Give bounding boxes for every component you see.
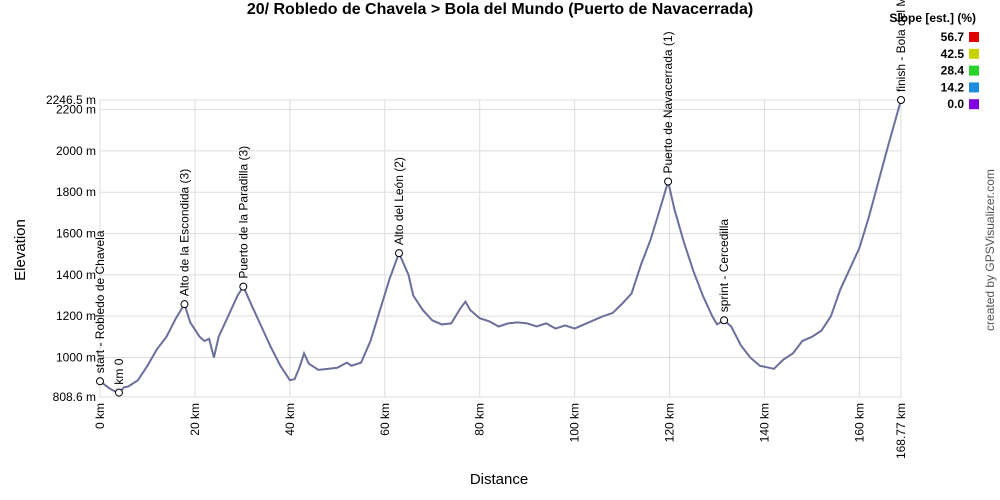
y-tick-label: 1200 m [56,309,96,323]
x-tick-label: 0 km [93,403,107,429]
x-tick-label: 140 km [757,403,771,442]
elevation-line [99,99,902,395]
legend-swatch [969,99,979,110]
legend-label: 14.2 [941,80,965,94]
waypoint-label: finish - Bola del Mundo [894,0,908,92]
y-tick-label: 1600 m [56,227,96,241]
x-axis-title: Distance [470,471,528,488]
x-tick-label: 120 km [663,403,677,442]
waypoint-marker [96,377,104,386]
legend-swatch [969,48,979,59]
waypoint-marker [239,282,248,291]
x-tick-label: 60 km [378,403,392,436]
credit: created by GPSVisualizer.com [983,169,997,331]
waypoint-marker [395,249,404,258]
waypoint-marker [897,96,905,104]
waypoint-marker [664,177,673,186]
legend-label: 0.0 [947,97,964,111]
legend-swatch [969,65,979,76]
y-tick-label: 808.6 m [53,390,96,404]
x-tick-label: 100 km [568,403,582,442]
y-tick-label: 1000 m [56,350,96,364]
waypoint-marker [180,300,189,309]
y-tick-label: 1400 m [56,268,96,282]
waypoint-label: start - Robledo de Chavela [93,230,107,373]
waypoint-label: sprint - Cercedilla [717,219,731,313]
x-tick-label: 160 km [852,403,866,442]
waypoint-label: Alto de la Escondida (3) [177,169,191,296]
x-tick-label: 20 km [188,403,202,436]
x-tick-label: 80 km [473,403,487,436]
y-tick-label: 2246.5 m [46,93,96,107]
x-tick-label: 168.77 km [894,403,908,459]
y-tick-label: 2000 m [56,144,96,158]
legend-swatch [969,32,979,42]
y-axis-title: Elevation [12,219,29,281]
legend-label: 56.7 [941,30,965,44]
waypoint-label: Alto del León (2) [392,157,406,245]
y-tick-label: 1800 m [56,185,96,199]
legend-swatch [969,82,979,93]
waypoint-marker [114,388,123,397]
waypoint-label: Puerto de la Paradilla (3) [236,146,250,279]
x-tick-label: 40 km [283,403,297,436]
chart-title: 20/ Robledo de Chavela > Bola del Mundo … [247,1,753,18]
plot-area [99,99,902,398]
waypoint-label: Puerto de Navacerrada (1) [661,31,675,173]
waypoint-marker [720,316,729,325]
y-tick-label: 2200 m [56,103,96,117]
waypoint-label: km 0 [112,358,126,384]
legend-label: 42.5 [941,47,965,61]
legend-title: Slope [est.] (%) [889,11,976,25]
legend-label: 28.4 [941,64,965,78]
